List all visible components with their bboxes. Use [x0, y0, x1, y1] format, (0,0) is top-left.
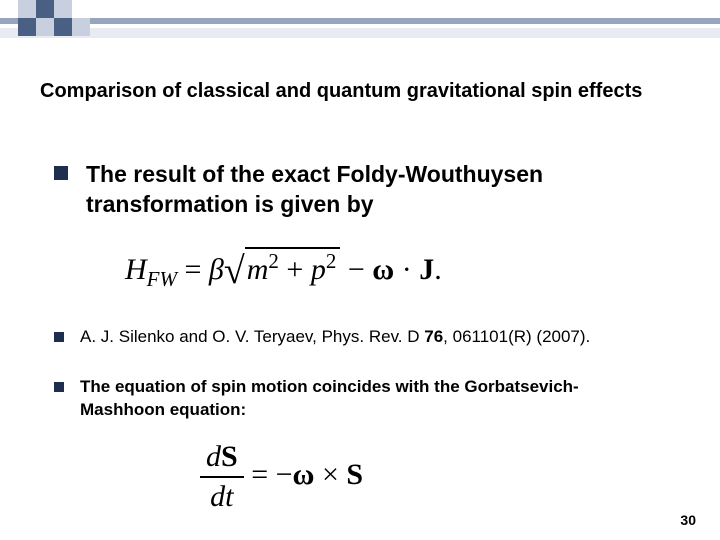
bullet-item-equation-statement: The equation of spin motion coincides wi…: [54, 376, 660, 422]
slide-title: Comparison of classical and quantum grav…: [40, 80, 680, 103]
slide-decoration: [0, 0, 720, 42]
bullet-item-reference: A. J. Silenko and O. V. Teryaev, Phys. R…: [54, 326, 590, 349]
bullet-square-icon: [54, 332, 64, 342]
equation-spin-motion: dS dt = −ω × S: [200, 440, 363, 514]
page-number: 30: [680, 512, 696, 528]
equation-hamiltonian: HFW = β√m2 + p2 − ω · J.: [125, 245, 442, 292]
bullet-square-icon: [54, 382, 64, 392]
reference-citation: A. J. Silenko and O. V. Teryaev, Phys. R…: [80, 326, 590, 349]
bullet-item-main: The result of the exact Foldy-Wouthuysen…: [54, 160, 666, 220]
main-statement: The result of the exact Foldy-Wouthuysen…: [86, 160, 666, 220]
bullet-square-icon: [54, 166, 68, 180]
equation-statement: The equation of spin motion coincides wi…: [80, 376, 660, 422]
